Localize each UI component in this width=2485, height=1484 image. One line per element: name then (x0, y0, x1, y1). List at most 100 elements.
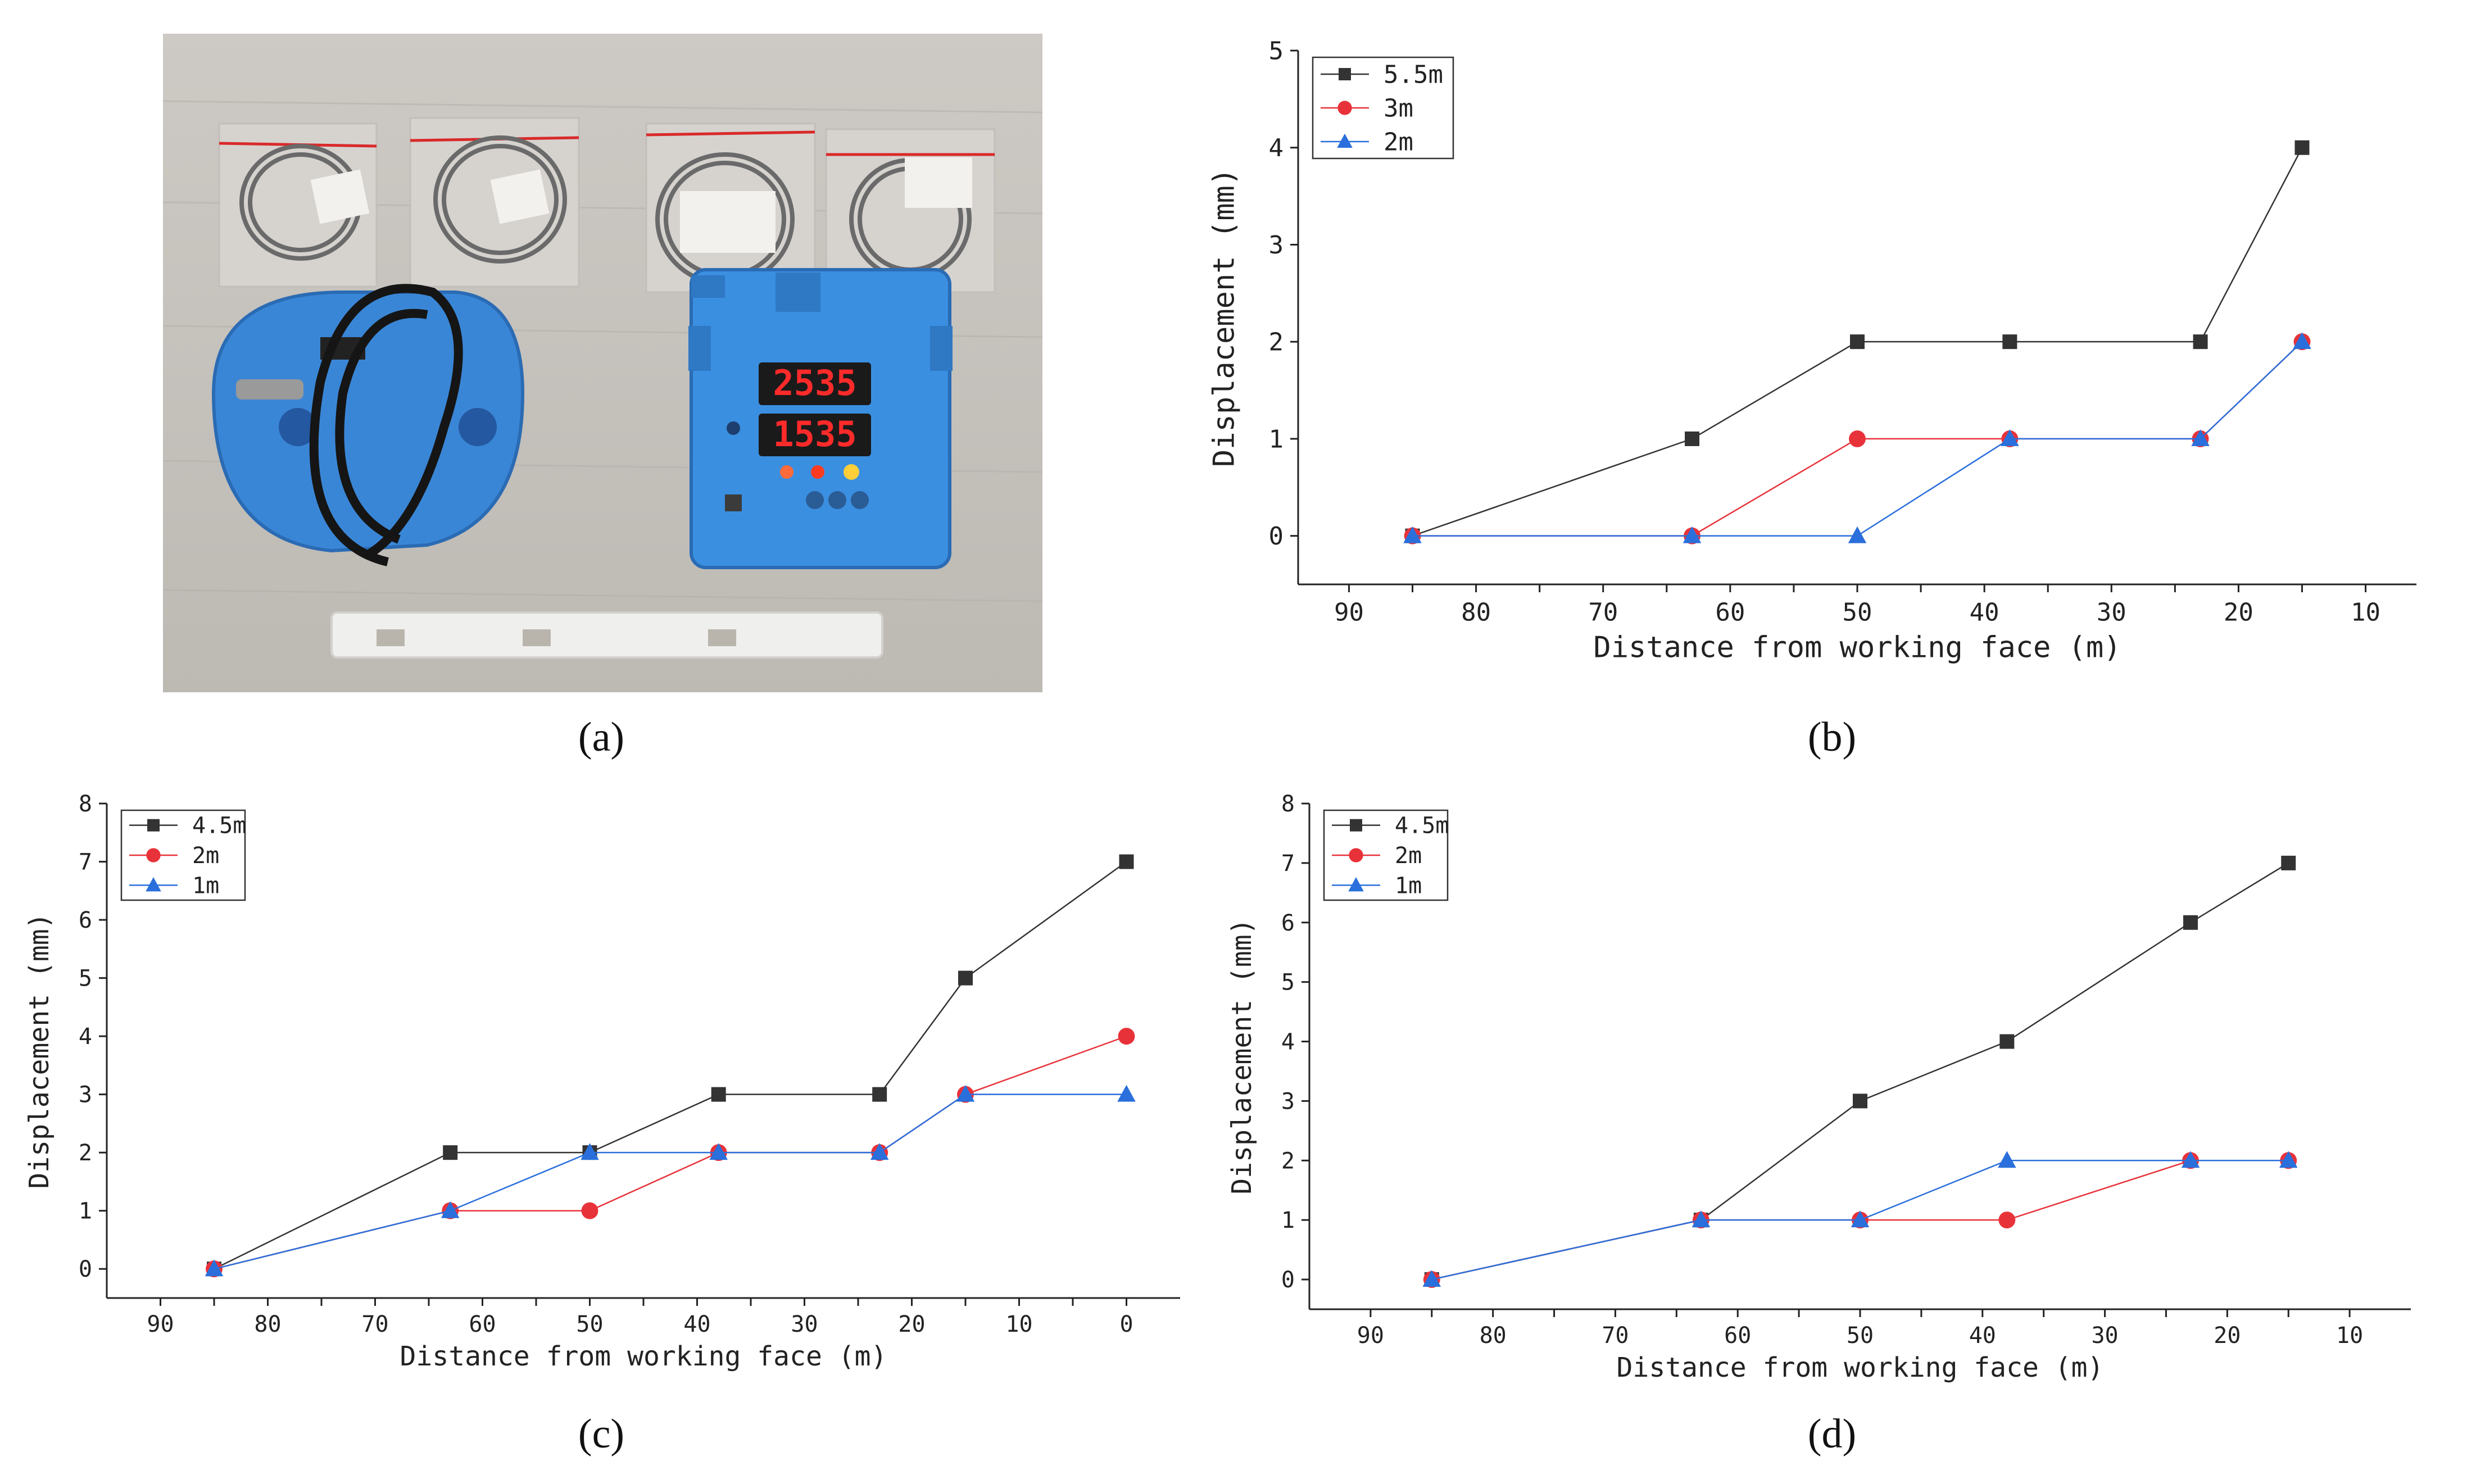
panel-label-b: (b) (1807, 714, 1857, 760)
data-point (2193, 334, 2208, 350)
y-tick-label: 6 (1281, 910, 1295, 936)
data-point (2293, 332, 2311, 350)
x-tick-label: 30 (2091, 1323, 2118, 1349)
y-tick-label: 4 (1269, 134, 1284, 162)
x-tick-label: 90 (1334, 598, 1364, 627)
series-5.5m (1405, 140, 2310, 543)
y-tick-label: 1 (79, 1199, 92, 1224)
chart-d: 0 1 2 3 4 5 6 7 8 90 80 70 60 50 40 30 20 10 Distance from… (1226, 791, 2411, 1383)
data-point (2181, 1151, 2200, 1168)
chart-b: 0 1 2 3 4 5 90 80 70 60 50 40 30 20 10 Distance from wo… (1208, 37, 2416, 665)
y-tick-label: 6 (79, 907, 92, 933)
legend-marker (1350, 819, 1362, 832)
led-display-bottom: 1535 (773, 414, 856, 455)
x-tick-label: 90 (1357, 1323, 1384, 1349)
x-tick-label: 40 (1970, 598, 1999, 627)
y-tick-label: 4 (1281, 1029, 1295, 1055)
axes: 0 1 2 3 4 5 6 7 8 90 80 70 60 50 40 30 20 10 (1281, 791, 2411, 1349)
data-point (1848, 526, 1867, 543)
y-tick-label: 5 (79, 966, 92, 992)
data-point (1119, 854, 1134, 869)
series-2m (1403, 332, 2311, 543)
y-tick-label: 7 (1281, 851, 1295, 877)
y-tick-label: 8 (79, 791, 92, 817)
data-point (2183, 915, 2198, 930)
axes: 0 1 2 3 4 5 6 7 8 90 80 70 60 50 40 30 20 10 0 (79, 791, 1180, 1337)
legend-marker (1337, 133, 1353, 148)
series-1m (205, 1084, 1136, 1277)
y-tick-label: 1 (1269, 425, 1284, 453)
y-tick-label: 1 (1281, 1208, 1295, 1233)
series-line (1412, 147, 2303, 537)
legend: 4.5m 2m 1m (120, 809, 246, 901)
series-line (1412, 341, 2303, 537)
data-point (872, 1087, 887, 1102)
data-point (1117, 1084, 1136, 1102)
series-line (214, 861, 1127, 1270)
axes: 0 1 2 3 4 5 90 80 70 60 50 40 30 20 10 (1269, 37, 2416, 627)
data-point (1998, 1211, 2016, 1229)
data-point (441, 1201, 460, 1218)
data-point (711, 1087, 726, 1102)
panel-label-a: (a) (578, 714, 625, 760)
x-tick-label: 10 (2351, 598, 2380, 627)
x-tick-label: 20 (2224, 598, 2253, 627)
data-point (1998, 1151, 2016, 1168)
x-tick-label: 50 (1847, 1323, 1874, 1349)
data-point (2001, 429, 2019, 446)
data-point (2002, 334, 2017, 350)
legend-label: 2m (1384, 128, 1413, 156)
x-tick-label: 20 (2214, 1323, 2241, 1349)
device-photo: 2535 1535 (162, 34, 1043, 692)
x-tick-label: 70 (1602, 1323, 1629, 1349)
y-axis-label: Displacement (mm) (1226, 918, 1258, 1194)
x-tick-label: 10 (1005, 1311, 1032, 1337)
y-axis-label: Displacement (mm) (1208, 168, 1241, 467)
data-point (1685, 431, 1700, 446)
legend-marker (1337, 101, 1352, 115)
led-display-top: 2535 (773, 362, 856, 403)
y-tick-label: 8 (1281, 791, 1295, 817)
data-point (870, 1143, 889, 1160)
x-axis-label: Distance from working face (m) (1593, 631, 2121, 665)
control-box: 2535 1535 (688, 268, 953, 569)
legend-marker (146, 848, 161, 863)
legend-label: 3m (1384, 94, 1413, 122)
y-tick-label: 2 (1269, 328, 1284, 357)
data-point (2279, 1151, 2298, 1168)
y-tick-label: 0 (1281, 1267, 1295, 1293)
data-point (1683, 526, 1702, 543)
y-axis-label: Displacement (mm) (24, 913, 55, 1188)
data-point (1999, 1034, 2015, 1049)
x-tick-label: 60 (1724, 1323, 1751, 1349)
chart-c: 0 1 2 3 4 5 6 7 8 90 80 70 60 50 40 30 20 10 0 Distance fro… (24, 791, 1180, 1372)
data-point (581, 1143, 599, 1160)
panel-label-c: (c) (578, 1411, 625, 1457)
y-tick-label: 0 (1269, 522, 1284, 551)
legend-marker (147, 819, 160, 832)
data-point (1422, 1270, 1441, 1287)
legend: 4.5m 2m 1m (1323, 809, 1449, 901)
legend: 5.5m 3m 2m (1312, 56, 1454, 160)
x-tick-label: 40 (1969, 1323, 1996, 1349)
x-tick-label: 90 (147, 1311, 174, 1337)
x-tick-label: 0 (1119, 1311, 1133, 1337)
data-point (2294, 140, 2310, 155)
legend-label: 1m (1395, 873, 1422, 898)
series-1m (1422, 1151, 2298, 1287)
wire-coil-bags (218, 117, 996, 293)
y-tick-label: 7 (79, 850, 92, 875)
data-point (958, 970, 973, 986)
data-point (956, 1084, 975, 1102)
data-point (1850, 334, 1865, 350)
x-tick-label: 60 (1715, 598, 1745, 627)
x-tick-label: 50 (576, 1311, 603, 1337)
legend-marker (1349, 848, 1363, 863)
data-point (709, 1143, 728, 1160)
x-tick-label: 30 (791, 1311, 818, 1337)
device-photo-drawing: 2535 1535 (162, 34, 1043, 692)
y-tick-label: 3 (1269, 231, 1284, 260)
x-tick-label: 60 (469, 1311, 496, 1337)
data-point (1851, 1210, 1870, 1228)
y-tick-label: 2 (1281, 1148, 1295, 1174)
